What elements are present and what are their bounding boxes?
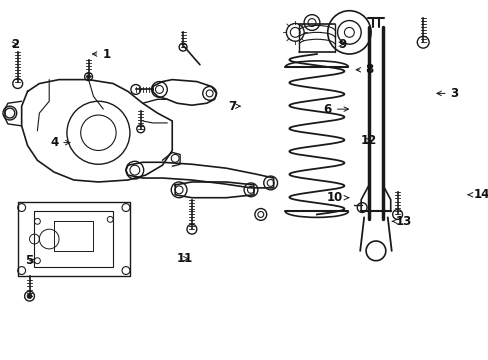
Text: 19: 19 <box>0 359 1 360</box>
Text: 20: 20 <box>0 359 1 360</box>
Text: 12: 12 <box>360 134 376 147</box>
Text: 22: 22 <box>0 359 1 360</box>
Text: 1: 1 <box>92 48 110 60</box>
Text: 4: 4 <box>50 136 70 149</box>
Text: 14: 14 <box>467 188 488 201</box>
Text: 26: 26 <box>0 359 1 360</box>
Text: 2: 2 <box>11 38 19 51</box>
Text: 10: 10 <box>326 191 348 204</box>
Circle shape <box>27 294 32 298</box>
Text: 18: 18 <box>0 359 1 360</box>
Text: 27: 27 <box>0 359 1 360</box>
Circle shape <box>86 75 90 78</box>
Text: 6: 6 <box>323 103 348 116</box>
Text: 3: 3 <box>436 87 458 100</box>
Text: 13: 13 <box>392 215 411 228</box>
Text: 9: 9 <box>338 38 346 51</box>
Text: 23: 23 <box>0 359 1 360</box>
Text: 5: 5 <box>25 254 35 267</box>
Text: 15: 15 <box>0 359 1 360</box>
Text: 21: 21 <box>0 359 1 360</box>
Text: 24: 24 <box>0 359 1 360</box>
Text: 11: 11 <box>177 252 193 265</box>
Text: 7: 7 <box>228 100 240 113</box>
Text: 8: 8 <box>355 63 372 76</box>
Text: 17: 17 <box>0 359 1 360</box>
Text: 25: 25 <box>0 359 1 360</box>
Text: 16: 16 <box>0 359 1 360</box>
